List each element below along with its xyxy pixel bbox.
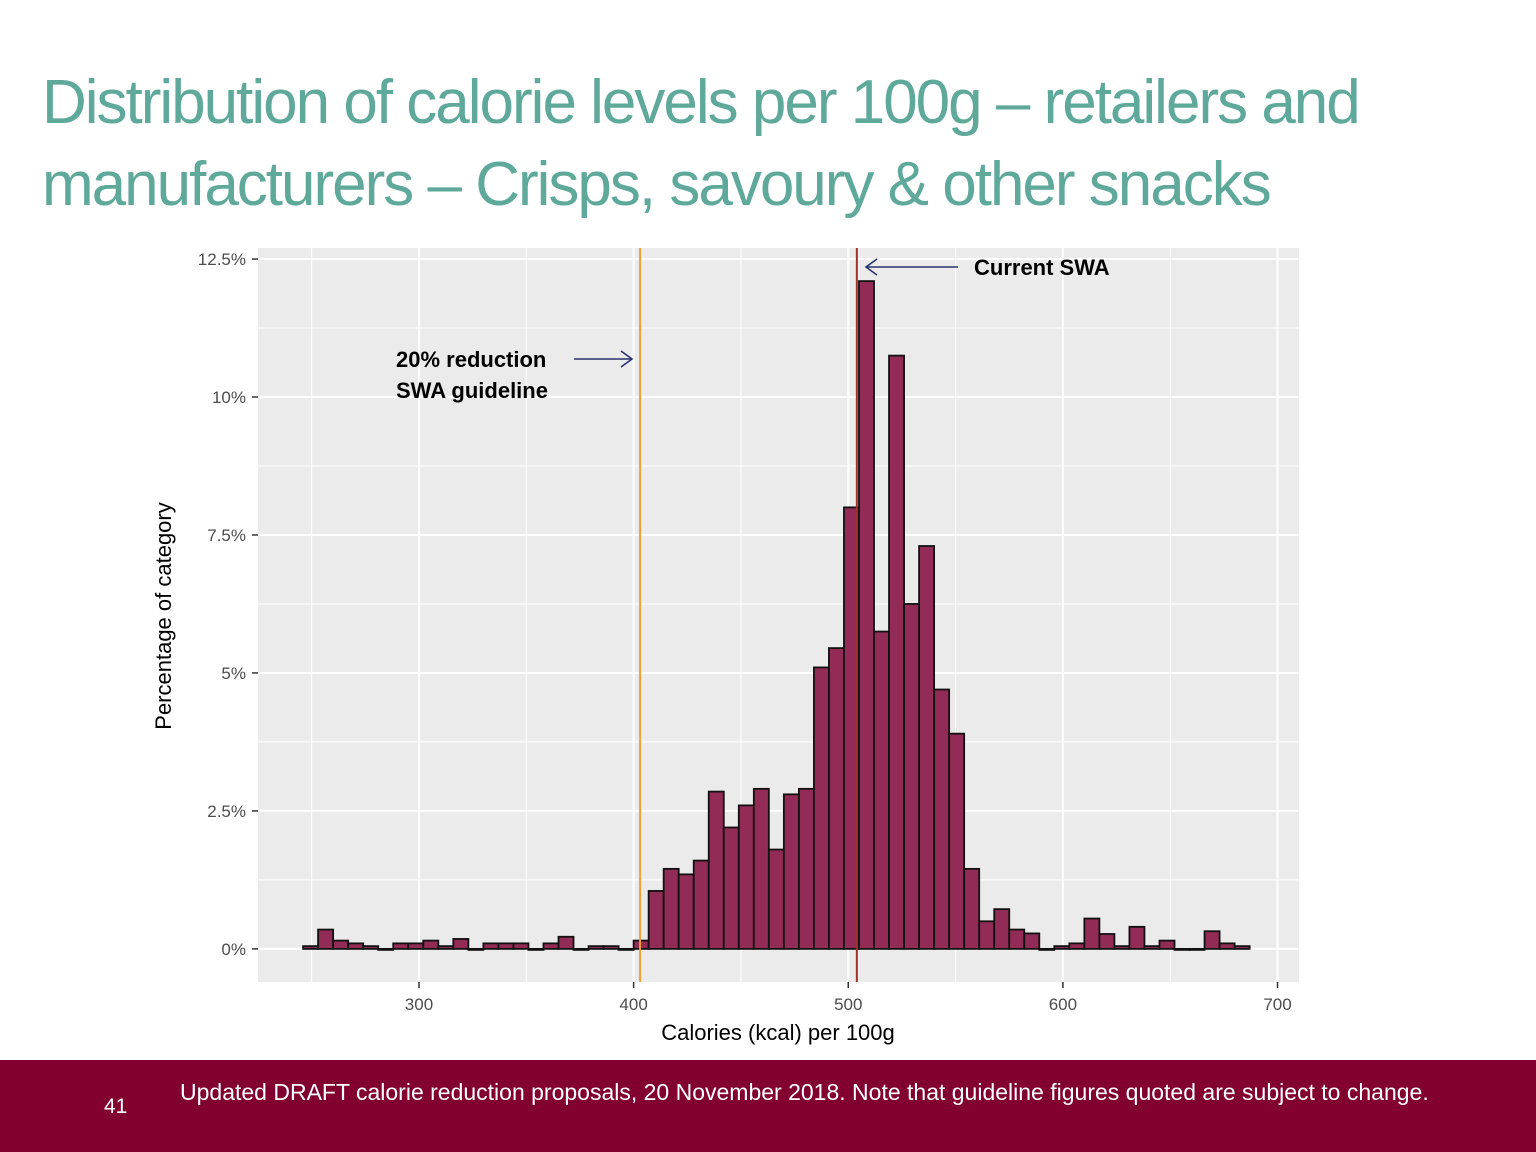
histogram-bar (632, 939, 650, 950)
footer-bar (0, 1060, 1536, 1152)
histogram-bar (362, 945, 380, 950)
histogram-bar (978, 920, 996, 950)
histogram-bar (497, 942, 515, 950)
y-axis-ticks: 0% 2.5% 5% 7.5% 10% 12.5% (198, 250, 258, 959)
histogram-bar (1083, 917, 1101, 950)
histogram-bar (1173, 947, 1191, 951)
y-tick-label: 0% (221, 940, 246, 959)
histogram-bar (1053, 945, 1071, 950)
histogram-bar (677, 873, 695, 950)
page-number: 41 (104, 1095, 128, 1118)
histogram-bar (948, 732, 966, 950)
histogram-bar (482, 942, 500, 950)
histogram-bar (933, 688, 951, 950)
histogram-bar (302, 945, 319, 950)
x-tick-label: 700 (1263, 995, 1291, 1014)
histogram-bar (1203, 930, 1221, 950)
histogram-bar (347, 942, 365, 950)
histogram-bar (617, 947, 635, 951)
histogram-bar (572, 947, 590, 951)
histogram-bar (317, 928, 335, 950)
slide-title-line2: manufacturers – Crisps, savoury & other … (42, 150, 1272, 219)
histogram-bar (1008, 928, 1026, 950)
histogram-bar (332, 939, 350, 950)
histogram-bar (873, 630, 890, 950)
histogram-bar (782, 793, 800, 950)
y-tick-label: 10% (212, 388, 246, 407)
histogram-bar (813, 666, 830, 950)
histogram-bar (452, 938, 470, 950)
y-tick-label: 5% (221, 664, 246, 683)
histogram-bar (858, 280, 875, 950)
histogram-bar (392, 942, 410, 950)
reduction-arrowhead (620, 350, 634, 368)
histogram-bar (707, 790, 725, 950)
histogram-bar (662, 867, 680, 950)
histogram-bar (422, 939, 440, 950)
x-tick-label: 500 (834, 995, 862, 1014)
footer-note: Updated DRAFT calorie reduction proposal… (180, 1079, 1429, 1105)
x-axis-ticks: 300 400 500 600 700 (405, 982, 1292, 1014)
histogram-bar (467, 947, 485, 951)
histogram-bar (437, 945, 455, 950)
current-swa-arrowhead (864, 258, 878, 276)
histogram-bar (918, 545, 936, 950)
histogram-bar (377, 947, 395, 951)
histogram-bar (1038, 947, 1056, 951)
reduction-annotation: 20% reduction SWA guideline (396, 347, 634, 403)
histogram-bar (888, 354, 905, 950)
grid-minor (258, 248, 1299, 982)
reduction-label-line1: 20% reduction (396, 347, 546, 372)
histogram-bar (1233, 945, 1251, 950)
histogram-bar (602, 945, 620, 950)
histogram-bar (557, 935, 575, 950)
current-swa-annotation: Current SWA (864, 255, 1110, 280)
x-axis-title: Calories (kcal) per 100g (661, 1020, 895, 1045)
histogram-bar (587, 945, 605, 950)
histogram-bar (542, 942, 560, 950)
histogram-bar (1143, 945, 1161, 950)
histogram-bar (692, 859, 710, 950)
histogram-bar (1188, 947, 1206, 951)
x-tick-label: 400 (619, 995, 647, 1014)
current-swa-label: Current SWA (974, 255, 1110, 280)
y-tick-label: 12.5% (198, 250, 246, 269)
histogram-bar (797, 787, 815, 950)
histogram-bar (722, 826, 740, 950)
histogram-bar (828, 647, 845, 950)
histogram-bar (903, 603, 920, 950)
histogram-bar (1068, 942, 1086, 950)
histogram-bar (1218, 942, 1236, 950)
slide-title: Distribution of calorie levels per 100g … (42, 62, 1502, 226)
histogram-bar (512, 942, 530, 950)
y-tick-label: 2.5% (207, 802, 246, 821)
histogram-bar (1023, 932, 1041, 950)
histogram-bar (737, 804, 755, 950)
reduction-label-line2: SWA guideline (396, 378, 548, 403)
histogram-bar (752, 787, 770, 950)
histogram-bar (1158, 939, 1176, 950)
y-axis-title: Percentage of category (151, 502, 176, 729)
histogram-bar (1128, 925, 1146, 950)
x-tick-label: 300 (405, 995, 433, 1014)
x-tick-label: 600 (1049, 995, 1077, 1014)
y-tick-label: 7.5% (207, 526, 246, 545)
histogram-bar (407, 942, 425, 950)
bars (302, 280, 1251, 951)
histogram-chart: 0% 2.5% 5% 7.5% 10% 12.5% 300 400 500 600 700 Cal… (151, 248, 1299, 1045)
histogram-bar (527, 947, 545, 951)
reference-lines (639, 248, 858, 982)
histogram-bar (767, 848, 785, 950)
histogram-bar (1113, 945, 1131, 950)
histogram-bar (1098, 933, 1116, 950)
slide-title-line1: Distribution of calorie levels per 100g … (42, 68, 1361, 137)
histogram-bar (647, 890, 665, 950)
grid-major (258, 248, 1299, 982)
histogram-bar (993, 908, 1011, 950)
histogram-bar (963, 867, 981, 950)
